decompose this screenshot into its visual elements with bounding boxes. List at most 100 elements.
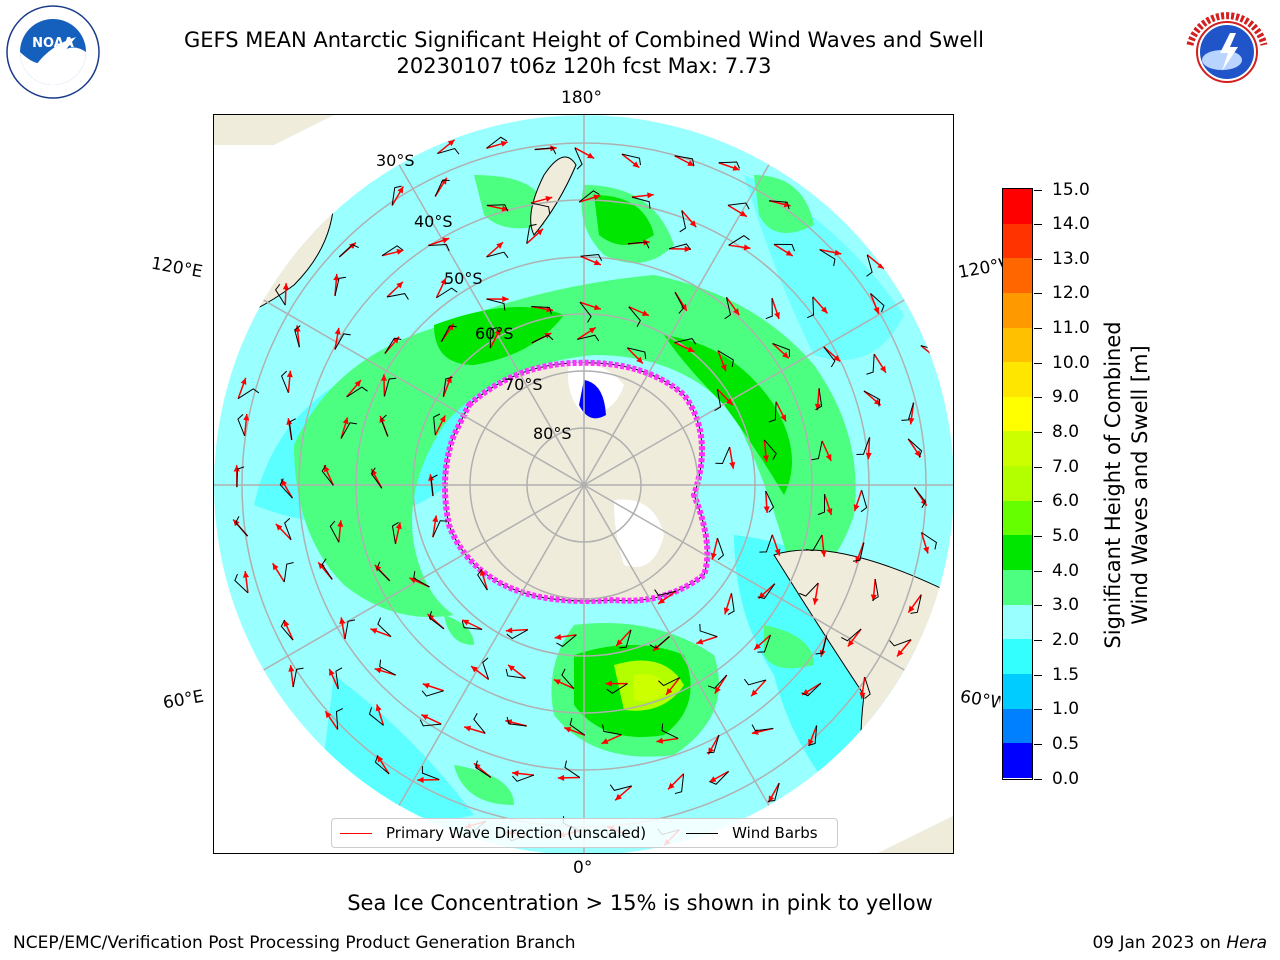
colorbar-segment: [1003, 570, 1032, 605]
colorbar-tick-label: 6.0: [1052, 491, 1080, 512]
wave-direction-arrowhead: [814, 403, 821, 411]
wind-barb: [292, 667, 304, 688]
wave-direction-arrowhead: [396, 248, 404, 255]
wave-direction-arrowhead: [557, 774, 565, 781]
colorbar-segment: [1003, 708, 1032, 744]
wave-direction-arrowhead: [820, 550, 827, 557]
wave-direction-arrowhead: [593, 304, 601, 311]
wave-direction-arrowhead: [687, 160, 695, 166]
wind-barb: [811, 440, 823, 461]
lon-label-120e: 120°E: [149, 253, 205, 283]
wind-barb: [321, 558, 333, 580]
wind-barb: [381, 245, 404, 257]
wave-direction-arrowhead: [785, 250, 793, 256]
wind-barb: [619, 629, 632, 649]
wave-direction-arrowhead: [471, 666, 478, 673]
wave-direction-arrowhead: [397, 186, 404, 194]
wind-barb: [765, 490, 775, 513]
wind-barb: [531, 334, 554, 344]
wind-barb: [526, 223, 537, 244]
wind-barb: [288, 418, 296, 441]
wind-barb: [334, 333, 351, 350]
wind-barb: [819, 249, 836, 267]
wind-barb: [569, 717, 586, 736]
wave-direction-arrowhead: [242, 571, 250, 578]
wind-barb: [768, 401, 777, 423]
wave-direction-arrowhead: [337, 520, 344, 527]
wind-barb: [866, 254, 873, 277]
colorbar-tick-label: 11.0: [1052, 318, 1090, 339]
wave-direction-arrowhead: [820, 306, 828, 314]
wave-direction-arrowhead: [931, 353, 938, 360]
wind-barbs-legend-line: [686, 832, 719, 834]
chart-title: GEFS MEAN Antarctic Significant Height o…: [183, 28, 985, 52]
wind-barb: [863, 390, 881, 407]
wave-direction-arrowhead: [808, 739, 814, 747]
wind-barb: [628, 306, 641, 327]
wind-barb: [530, 202, 551, 214]
wind-barb: [506, 629, 529, 640]
wave-direction-arrowhead: [710, 552, 717, 560]
colorbar-tick: [1034, 328, 1042, 330]
wind-barb: [376, 561, 391, 582]
wind-barb: [801, 682, 822, 697]
wind-barb: [506, 716, 527, 727]
wave-direction-arrowhead: [826, 508, 833, 515]
wave-direction-arrowhead: [847, 639, 855, 647]
wave-direction-arrowhead: [544, 333, 552, 339]
wind-barb: [577, 334, 600, 342]
wind-barb: [717, 350, 734, 367]
colorbar-segment: [1003, 223, 1032, 259]
footer-host: Hera: [1226, 933, 1267, 953]
wind-barb: [864, 676, 871, 699]
wind-barb: [279, 478, 293, 499]
colorbar-tick-label: 9.0: [1052, 387, 1080, 408]
nws-logo: [1180, 5, 1274, 99]
wind-barb: [658, 677, 680, 687]
wave-direction-arrowhead: [641, 310, 649, 316]
wind-barb: [275, 283, 286, 306]
wave-direction-arrowhead: [318, 562, 325, 570]
wind-barb: [817, 494, 826, 516]
wave-direction-arrowhead: [825, 453, 832, 461]
wind-barb: [421, 690, 444, 697]
wave-direction-arrowhead: [428, 474, 435, 481]
wind-barb: [280, 619, 294, 641]
wave-direction-arrowhead: [896, 649, 904, 657]
wave-direction-arrowhead: [859, 692, 866, 699]
wave-direction-arrowhead: [914, 450, 921, 458]
wind-barb: [237, 388, 260, 400]
wind-barb: [294, 325, 301, 348]
lat-label-40s: 40°S: [414, 212, 453, 231]
wave-direction-arrowhead: [729, 461, 736, 469]
lat-label-30s: 30°S: [376, 151, 415, 170]
colorbar-tick-label: 2.0: [1052, 629, 1080, 650]
wave-direction-arrowhead: [553, 679, 561, 685]
wind-barb: [759, 534, 773, 553]
wind-barb: [346, 386, 368, 398]
wind-barb: [674, 291, 685, 314]
wave-direction-arrowhead: [593, 194, 601, 201]
wind-barb: [486, 298, 506, 311]
wind-barb: [763, 439, 777, 460]
wave-direction-arrowhead: [283, 619, 290, 627]
wave-direction-arrowhead: [502, 296, 509, 303]
wave-direction-arrowhead: [272, 563, 279, 571]
colorbar-tick: [1034, 258, 1042, 260]
wind-barb: [609, 784, 632, 791]
wave-direction-arrowhead: [853, 504, 860, 512]
wind-barb: [473, 713, 486, 734]
wave-direction-arrowhead: [616, 639, 623, 647]
wind-barb: [377, 617, 392, 637]
colorbar-tick-label: 8.0: [1052, 422, 1080, 443]
colorbar-segment: [1003, 743, 1032, 778]
wave-direction-arrowhead: [605, 680, 612, 687]
wind-barb: [368, 707, 384, 726]
colorbar-tick: [1034, 639, 1042, 641]
wind-barb: [370, 467, 383, 489]
wind-barb: [727, 593, 735, 615]
wind-barb: [631, 196, 651, 209]
wind-barb: [707, 674, 728, 689]
colorbar-tick-label: 14.0: [1052, 214, 1090, 235]
wave-direction-arrowhead: [877, 262, 885, 269]
